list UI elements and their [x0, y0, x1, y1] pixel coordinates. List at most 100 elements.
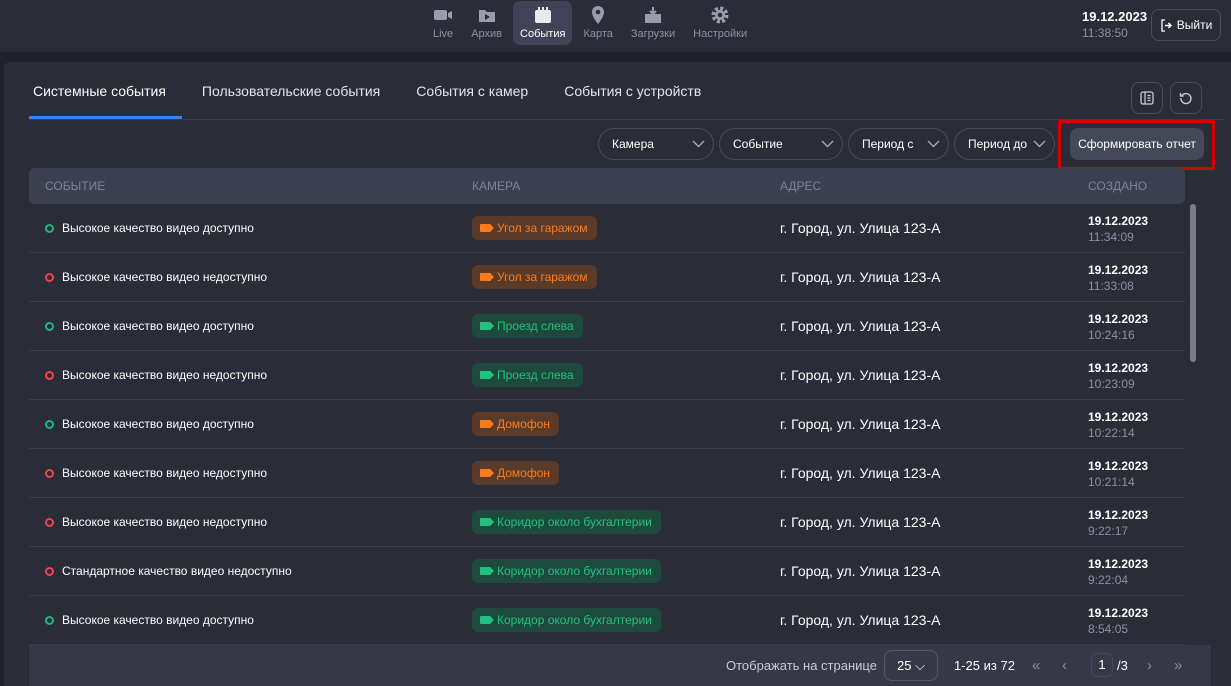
camera-icon [480, 420, 494, 428]
camera-badge[interactable]: Коридор около бухгалтерии [472, 608, 661, 632]
camera-filter[interactable]: Камера [598, 128, 714, 160]
table-header: СОБЫТИЕ КАМЕРА АДРЕС СОЗДАНО [29, 168, 1185, 204]
status-dot-icon [45, 321, 54, 331]
event-name: Высокое качество видео доступно [62, 417, 254, 431]
nav-label: Загрузки [630, 28, 676, 40]
address-cell: г. Город, ул. Улица 123-А [780, 612, 941, 628]
tab-1[interactable]: Пользовательские события [201, 83, 381, 99]
camera-badge[interactable]: Домофон [472, 461, 560, 485]
nav-item-2[interactable]: События [513, 1, 573, 45]
camera-badge[interactable]: Угол за гаражом [472, 216, 597, 240]
camera-badge[interactable]: Коридор около бухгалтерии [472, 559, 661, 583]
created-time: 11:33:08 [1088, 279, 1134, 293]
created-cell: 19.12.2023 10:21:14 [1088, 459, 1148, 489]
nav-item-1[interactable]: Архив [464, 1, 509, 45]
address-cell: г. Город, ул. Улица 123-А [780, 269, 941, 285]
chevron-down-icon [821, 137, 834, 151]
generate-report-button[interactable]: Сформировать отчет [1070, 128, 1204, 160]
nav-item-0[interactable]: Live [426, 1, 460, 45]
address-cell: г. Город, ул. Улица 123-А [780, 465, 941, 481]
camera-filter-label: Камера [612, 137, 654, 151]
table-row[interactable]: Высокое качество видео недоступно Проезд … [29, 351, 1185, 400]
clock: 19.12.2023 11:38:50 [1082, 9, 1147, 40]
created-time: 9:22:04 [1088, 573, 1129, 587]
nav-label: Карта [583, 28, 613, 40]
video-camera-icon [433, 5, 453, 25]
event-filter-label: Событие [733, 137, 783, 151]
camera-badge[interactable]: Проезд слева [472, 363, 583, 387]
table-row[interactable]: Высокое качество видео доступно Домофон г.… [29, 400, 1185, 449]
status-dot-icon [45, 419, 54, 429]
camera-badge[interactable]: Домофон [472, 412, 560, 436]
nav-label: Live [433, 28, 454, 40]
camera-name: Коридор около бухгалтерии [497, 515, 652, 529]
nav-label: Настройки [693, 28, 748, 40]
created-time: 9:22:17 [1088, 524, 1129, 538]
column-header-camera[interactable]: КАМЕРА [472, 179, 521, 193]
column-header-address[interactable]: АДРЕС [780, 179, 822, 193]
camera-name: Коридор около бухгалтерии [497, 613, 652, 627]
per-page-label: Отображать на странице [726, 658, 877, 673]
event-name: Высокое качество видео доступно [62, 221, 254, 235]
created-date: 19.12.2023 [1088, 361, 1149, 375]
tabs: Системные события Пользовательские событи… [29, 82, 733, 119]
event-filter[interactable]: Событие [719, 128, 843, 160]
logout-icon [1161, 18, 1172, 32]
created-date: 19.12.2023 [1088, 459, 1149, 473]
event-cell: Высокое качество видео недоступно [45, 498, 267, 546]
gear-icon [710, 5, 730, 25]
event-cell: Высокое качество видео доступно [45, 204, 254, 252]
table-row[interactable]: Высокое качество видео доступно Угол за г… [29, 204, 1185, 253]
created-date: 19.12.2023 [1088, 410, 1149, 424]
prev-page-icon[interactable]: ‹ [1062, 657, 1067, 674]
table-row[interactable]: Высокое качество видео доступно Проезд сл… [29, 302, 1185, 351]
event-cell: Стандартное качество видео недоступно [45, 547, 292, 595]
period-to-filter[interactable]: Период до [954, 128, 1055, 160]
page-input[interactable]: 1 [1091, 653, 1113, 677]
next-page-icon[interactable]: › [1147, 657, 1152, 674]
logout-button[interactable]: Выйти [1151, 9, 1221, 41]
per-page-value: 25 [897, 658, 912, 673]
camera-badge[interactable]: Коридор около бухгалтерии [472, 510, 661, 534]
created-time: 8:54:05 [1088, 622, 1129, 636]
table-row[interactable]: Стандартное качество видео недоступно Кор… [29, 547, 1185, 596]
last-page-icon[interactable]: » [1174, 657, 1183, 674]
tab-3[interactable]: События с устройств [564, 83, 702, 99]
column-header-event[interactable]: СОБЫТИЕ [45, 179, 106, 193]
columns-button[interactable] [1131, 82, 1163, 114]
created-time: 10:23:09 [1088, 377, 1135, 391]
nav-item-3[interactable]: Карта [576, 1, 619, 45]
table-row[interactable]: Высокое качество видео недоступно Домофон… [29, 449, 1185, 498]
created-date: 19.12.2023 [1088, 214, 1149, 228]
table-row[interactable]: Высокое качество видео недоступно Коридор… [29, 498, 1185, 547]
table-row[interactable]: Высокое качество видео доступно Коридор о… [29, 596, 1185, 645]
refresh-button[interactable] [1170, 82, 1202, 114]
address-cell: г. Город, ул. Улица 123-А [780, 416, 941, 432]
status-dot-icon [45, 517, 54, 527]
nav-label: События [520, 28, 566, 40]
status-dot-icon [45, 615, 54, 625]
event-cell: Высокое качество видео доступно [45, 400, 254, 448]
camera-badge[interactable]: Угол за гаражом [472, 265, 597, 289]
first-page-icon[interactable]: « [1032, 657, 1041, 674]
events-panel: Системные события Пользовательские событи… [4, 62, 1231, 686]
event-name: Высокое качество видео недоступно [62, 515, 268, 529]
period-from-filter[interactable]: Период с [848, 128, 949, 160]
total-pages: /3 [1117, 658, 1128, 673]
divider [29, 119, 1225, 120]
camera-name: Угол за гаражом [497, 221, 588, 235]
table-row[interactable]: Высокое качество видео недоступно Угол за… [29, 253, 1185, 302]
map-pin-icon [588, 5, 608, 25]
nav-item-4[interactable]: Загрузки [624, 1, 682, 45]
nav-item-5[interactable]: Настройки [686, 1, 754, 45]
camera-badge[interactable]: Проезд слева [472, 314, 583, 338]
pagination-bar: Отображать на странице 25 ⌵ 1-25 из 72 «… [29, 645, 1211, 686]
nav-label: Архив [471, 28, 503, 40]
event-name: Стандартное качество видео недоступно [62, 564, 292, 578]
per-page-select[interactable]: 25 ⌵ [884, 650, 938, 681]
tab-2[interactable]: События с камер [416, 83, 529, 99]
scrollbar[interactable] [1190, 204, 1196, 362]
tab-0[interactable]: Системные события [29, 82, 182, 119]
column-header-created[interactable]: СОЗДАНО [1088, 179, 1148, 193]
camera-icon [480, 616, 494, 624]
